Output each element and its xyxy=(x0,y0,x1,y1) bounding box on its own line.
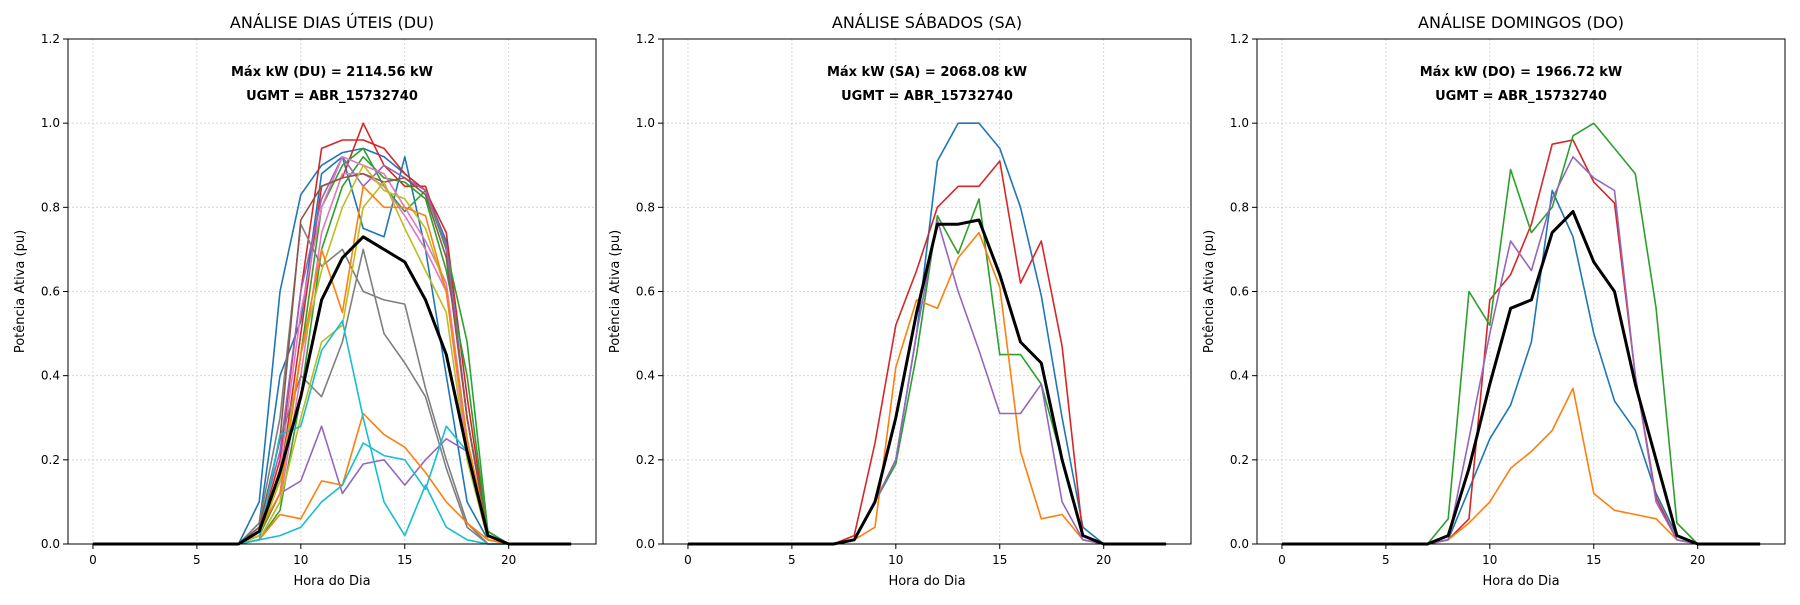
x-tick-label: 0 xyxy=(684,553,692,567)
y-tick-label: 1.2 xyxy=(1230,32,1249,46)
x-axis-label: Hora do Dia xyxy=(293,574,370,589)
x-tick-label: 10 xyxy=(293,553,308,567)
annotation-text: UGMT = ABR_15732740 xyxy=(841,89,1013,104)
chart-panel-3: 0 5 10 15 20 0.0 0.2 0.4 0.6 0.8 1.0 1.2 ANÁLISE DOM… xyxy=(1202,13,1786,589)
x-tick-label: 5 xyxy=(193,553,201,567)
annotation-text: Máx kW (SA) = 2068.08 kW xyxy=(827,65,1027,80)
series-line xyxy=(1281,156,1761,545)
annotation-text: UGMT = ABR_15732740 xyxy=(246,89,418,104)
y-tick-label: 0.0 xyxy=(1230,537,1249,551)
series-line xyxy=(92,172,572,545)
x-tick-label: 15 xyxy=(992,553,1007,567)
x-axis-label: Hora do Dia xyxy=(1482,574,1559,589)
x-tick-label: 10 xyxy=(1482,553,1497,567)
x-tick-label: 20 xyxy=(1096,553,1111,567)
series-line xyxy=(92,412,572,545)
series-line-mean xyxy=(687,218,1167,546)
x-tick-label: 5 xyxy=(1382,553,1390,567)
chart-title: ANÁLISE DOMINGOS (DO) xyxy=(1418,13,1624,32)
annotation-text: Máx kW (DO) = 1966.72 kW xyxy=(1420,65,1623,80)
y-tick-label: 0.6 xyxy=(636,285,655,299)
y-tick-label: 0.0 xyxy=(636,537,655,551)
series-line xyxy=(92,156,572,545)
y-tick-label: 0.8 xyxy=(1230,200,1249,214)
y-tick-label: 0.2 xyxy=(1230,453,1249,467)
y-tick-label: 1.0 xyxy=(1230,116,1249,130)
series-line-mean xyxy=(1281,210,1761,546)
series-line xyxy=(92,156,572,545)
y-tick-label: 0.6 xyxy=(1230,285,1249,299)
series-line xyxy=(92,172,572,545)
series-line xyxy=(92,156,572,545)
y-tick-label: 0.4 xyxy=(1230,369,1249,383)
x-tick-label: 5 xyxy=(788,553,796,567)
series-line xyxy=(92,248,572,545)
chart-title: ANÁLISE DIAS ÚTEIS (DU) xyxy=(230,13,434,32)
y-axis-label: Potência Ativa (pu) xyxy=(13,230,28,353)
y-tick-label: 0.2 xyxy=(636,453,655,467)
y-tick-label: 0.0 xyxy=(41,537,60,551)
y-tick-label: 0.8 xyxy=(41,200,60,214)
series-line xyxy=(92,147,572,545)
series-line xyxy=(92,164,572,545)
annotation-text: UGMT = ABR_15732740 xyxy=(1435,89,1607,104)
chart-title: ANÁLISE SÁBADOS (SA) xyxy=(832,13,1022,32)
series-line xyxy=(92,425,572,545)
series-line xyxy=(92,425,572,545)
y-axis-label: Potência Ativa (pu) xyxy=(1202,230,1217,353)
annotation-text: Máx kW (DU) = 2114.56 kW xyxy=(231,65,433,80)
chart-panel-1: 0 5 10 15 20 0.0 0.2 0.4 0.6 0.8 1.0 1.2 ANÁLISE DIA… xyxy=(13,13,597,589)
y-tick-label: 0.6 xyxy=(41,285,60,299)
x-tick-label: 10 xyxy=(888,553,903,567)
y-tick-label: 1.0 xyxy=(41,116,60,130)
x-tick-label: 20 xyxy=(1690,553,1705,567)
x-tick-label: 0 xyxy=(89,553,97,567)
y-tick-label: 0.4 xyxy=(41,369,60,383)
y-tick-label: 1.0 xyxy=(636,116,655,130)
series-line xyxy=(687,160,1167,545)
series-line xyxy=(1281,122,1761,545)
x-tick-label: 15 xyxy=(1586,553,1601,567)
y-tick-label: 1.2 xyxy=(636,32,655,46)
series-line xyxy=(687,122,1167,545)
series-line xyxy=(1281,387,1761,545)
y-tick-label: 0.4 xyxy=(636,369,655,383)
y-tick-label: 0.8 xyxy=(636,200,655,214)
x-tick-label: 15 xyxy=(397,553,412,567)
series-line xyxy=(92,147,572,545)
x-axis-label: Hora do Dia xyxy=(888,574,965,589)
chart-panel-2: 0 5 10 15 20 0.0 0.2 0.4 0.6 0.8 1.0 1.2 ANÁLISE SÁB… xyxy=(608,13,1192,589)
y-tick-label: 0.2 xyxy=(41,453,60,467)
series-line xyxy=(92,223,572,545)
series-line xyxy=(1281,189,1761,545)
x-tick-label: 20 xyxy=(501,553,516,567)
y-tick-label: 1.2 xyxy=(41,32,60,46)
y-axis-label: Potência Ativa (pu) xyxy=(608,230,623,353)
series-line xyxy=(92,320,572,545)
series-line xyxy=(92,156,572,545)
x-tick-label: 0 xyxy=(1278,553,1286,567)
